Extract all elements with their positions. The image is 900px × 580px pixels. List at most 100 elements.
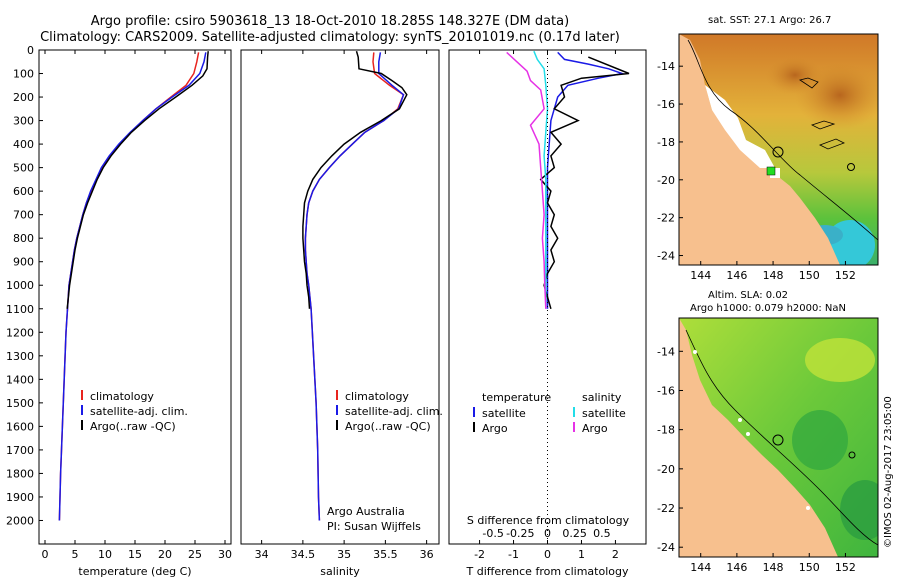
y-tick-label: -22 — [657, 212, 675, 225]
legend-label: satellite — [482, 407, 526, 420]
x-tick-label: 35 — [337, 548, 351, 561]
series-temperature-satellite — [546, 51, 626, 309]
y-tick-label: 500 — [13, 162, 34, 175]
legend-label: climatology — [90, 390, 154, 403]
x-tick-label: 15 — [128, 548, 142, 561]
y-tick-label: -20 — [657, 463, 675, 476]
legend-label: satellite-adj. clim. — [90, 405, 188, 418]
y-tick-label: -16 — [657, 384, 675, 397]
y-tick-label: 1100 — [6, 303, 34, 316]
y-tick-label: 1600 — [6, 420, 34, 433]
figure-title-line2: Climatology: CARS2009. Satellite-adjuste… — [40, 30, 620, 45]
series-salinity-satellite — [533, 50, 549, 309]
sst-land — [679, 34, 840, 265]
y-tick-label: 1400 — [6, 373, 34, 386]
y-tick-label: -20 — [657, 174, 675, 187]
series-satellite-adj-clim- — [304, 52, 405, 521]
x-tick-label: 34 — [255, 548, 269, 561]
x-axis-label: temperature (deg C) — [78, 565, 191, 578]
x-tick-label: -2 — [474, 548, 485, 561]
series-satellite-adj-clim- — [58, 52, 207, 521]
difference-panel — [448, 49, 647, 545]
x-tick-label: 152 — [835, 561, 856, 574]
legend-header: temperature — [482, 391, 551, 404]
y-tick-label: 900 — [13, 256, 34, 269]
y-tick-label: -16 — [657, 98, 675, 111]
legend-label: satellite — [582, 407, 626, 420]
temperature-panel — [38, 49, 232, 545]
x-tick-label: 152 — [835, 269, 856, 282]
s-tick-label: 0 — [544, 527, 551, 540]
legend-label: Argo(..raw -QC) — [345, 420, 431, 433]
series-climatology — [304, 52, 405, 521]
y-tick-label: -14 — [657, 345, 675, 358]
y-tick-label: 1800 — [6, 467, 34, 480]
y-tick-label: 1200 — [6, 326, 34, 339]
argo-position-marker-sst — [772, 146, 784, 158]
x-tick-label: 25 — [188, 548, 202, 561]
x-tick-label: 1 — [578, 548, 585, 561]
y-tick-label: 1900 — [6, 491, 34, 504]
legend-label: Argo — [582, 422, 608, 435]
s-tick-label: 0.25 — [562, 527, 587, 540]
y-tick-label: 1700 — [6, 444, 34, 457]
y-tick-label: -24 — [657, 541, 675, 554]
s-axis-label: S difference from climatology — [467, 514, 630, 527]
salinity-panel — [240, 49, 440, 545]
x-tick-label: 0 — [544, 548, 551, 561]
series-salinity-argo — [506, 51, 547, 309]
y-tick-label: -18 — [657, 424, 675, 437]
sla-map-title: Altim. SLA: 0.02 — [708, 290, 789, 301]
x-tick-label: -1 — [508, 548, 519, 561]
y-tick-label: -22 — [657, 502, 675, 515]
x-tick-label: 2 — [612, 548, 619, 561]
y-tick-label: 700 — [13, 209, 34, 222]
x-tick-label: 34.5 — [291, 548, 316, 561]
legend-label: climatology — [345, 390, 409, 403]
x-tick-label: 10 — [98, 548, 112, 561]
x-axis-label: T difference from climatology — [466, 565, 629, 578]
series-argo-raw-qc- — [66, 51, 209, 309]
y-tick-label: 100 — [13, 68, 34, 81]
legend-label: satellite-adj. clim. — [345, 405, 443, 418]
x-tick-label: 5 — [72, 548, 79, 561]
legend-label: Argo(..raw -QC) — [90, 420, 176, 433]
s-tick-label: 0.5 — [593, 527, 611, 540]
y-tick-label: -14 — [657, 60, 675, 73]
sla-map — [679, 318, 878, 557]
imos-credit: ©IMOS 02-Aug-2017 23:05:00 — [883, 396, 894, 548]
y-tick-label: 1300 — [6, 350, 34, 363]
s-tick-label: -0.25 — [506, 527, 534, 540]
legend-label: Argo — [482, 422, 508, 435]
y-tick-label: 800 — [13, 232, 34, 245]
x-tick-label: 144 — [690, 561, 711, 574]
sst-map — [679, 34, 878, 265]
y-tick-label: 300 — [13, 115, 34, 128]
y-tick-label: 1000 — [6, 279, 34, 292]
x-tick-label: 146 — [726, 269, 747, 282]
x-tick-label: 144 — [690, 269, 711, 282]
sla-land — [679, 318, 838, 557]
x-tick-label: 146 — [726, 561, 747, 574]
annotation-line: PI: Susan Wijffels — [327, 520, 421, 533]
y-tick-label: 400 — [13, 138, 34, 151]
sst-map-frame — [678, 33, 879, 266]
y-tick-label: -24 — [657, 250, 675, 263]
y-tick-label: -18 — [657, 136, 675, 149]
series-argo-raw-qc- — [302, 50, 408, 309]
legend-header: salinity — [582, 391, 622, 404]
x-tick-label: 148 — [763, 269, 784, 282]
series-temperature-argo — [539, 56, 630, 310]
s-tick-label: -0.5 — [482, 527, 503, 540]
y-tick-label: 600 — [13, 185, 34, 198]
argo-position-marker-sla — [772, 434, 784, 446]
y-tick-label: 200 — [13, 91, 34, 104]
sst-map-title: sat. SST: 27.1 Argo: 26.7 — [708, 15, 832, 26]
x-tick-label: 0 — [42, 548, 49, 561]
series-climatology — [58, 52, 200, 521]
x-tick-label: 30 — [218, 548, 232, 561]
x-tick-label: 148 — [763, 561, 784, 574]
y-tick-label: 1500 — [6, 397, 34, 410]
y-tick-label: 2000 — [6, 514, 34, 527]
x-tick-label: 150 — [799, 561, 820, 574]
